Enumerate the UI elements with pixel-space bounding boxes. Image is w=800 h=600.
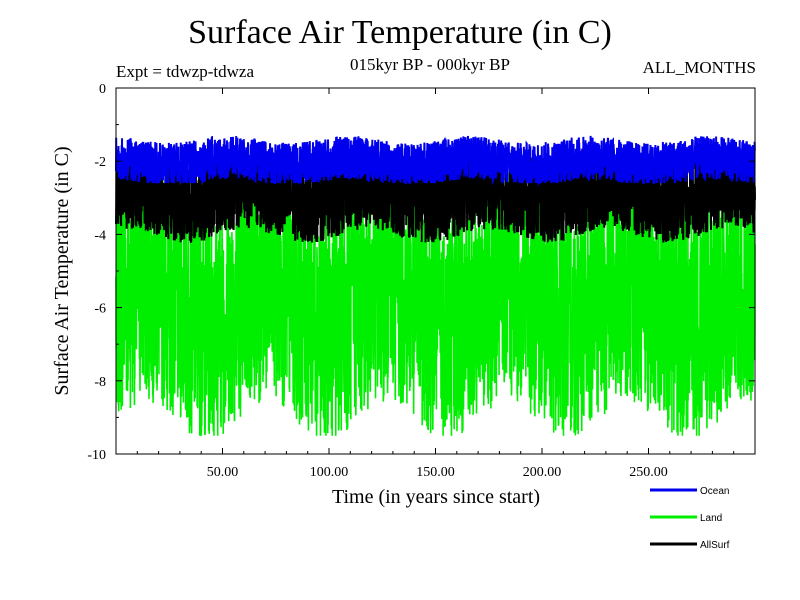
y-tick-label: -8 <box>94 375 106 390</box>
y-tick-label: -6 <box>94 302 106 317</box>
legend-label-ocean: Ocean <box>700 486 729 497</box>
x-tick-label: 50.00 <box>207 465 239 480</box>
y-tick-label: -4 <box>94 228 106 243</box>
chart-subtitle: 015kyr BP - 000kyr BP <box>350 55 510 74</box>
y-axis-label: Surface Air Temperature (in C) <box>51 146 73 395</box>
x-tick-label: 100.00 <box>310 465 349 480</box>
legend: Ocean Land AllSurf <box>650 486 730 551</box>
y-tick-label: -2 <box>94 155 106 170</box>
series-layer <box>115 135 756 436</box>
period-label: ALL_MONTHS <box>642 58 756 77</box>
x-axis-label: Time (in years since start) <box>332 486 540 508</box>
x-tick-label: 250.00 <box>629 465 668 480</box>
experiment-label: Expt = tdwzp-tdwza <box>116 62 254 81</box>
series-line-ocean <box>115 135 756 187</box>
x-tick-label: 200.00 <box>523 465 562 480</box>
chart-title: Surface Air Temperature (in C) <box>188 14 612 51</box>
x-tick-label: 150.00 <box>416 465 455 480</box>
y-tick-label: 0 <box>99 82 106 97</box>
legend-label-land: Land <box>700 513 722 524</box>
y-tick-label: -10 <box>87 448 106 463</box>
legend-label-allsurf: AllSurf <box>700 540 730 551</box>
axis-layer: 0 -2 -4 -6 -8 -10 50.00 100.00 150.00 200.00 250.0… <box>87 82 755 480</box>
